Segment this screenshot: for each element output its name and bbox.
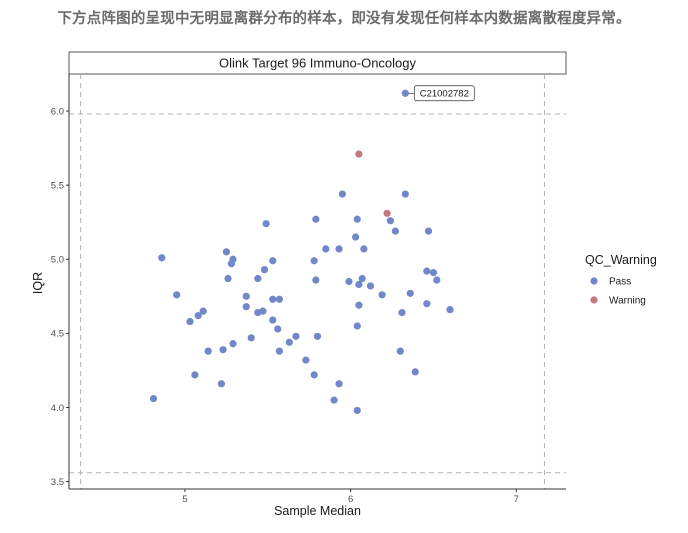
y-tick-label: 5.0: [51, 255, 64, 266]
sample-annotation: C21002782: [408, 85, 475, 102]
data-point-pass: [355, 280, 363, 289]
data-point-pass: [401, 190, 409, 198]
data-point-pass: [423, 267, 431, 275]
data-point-pass: [275, 295, 283, 303]
data-point-pass: [229, 340, 237, 348]
data-point-pass: [302, 356, 310, 364]
y-tick-label: 6.0: [51, 106, 64, 117]
data-point-pass: [173, 291, 181, 299]
data-point-pass: [355, 301, 363, 309]
data-point-pass: [352, 233, 360, 241]
data-point-pass: [262, 220, 270, 228]
data-point-pass: [219, 346, 227, 354]
data-point-pass: [446, 306, 454, 314]
data-point-pass: [269, 257, 277, 265]
data-point-pass: [222, 248, 230, 256]
y-tick-label: 3.5: [51, 477, 64, 488]
data-point-pass: [396, 347, 404, 355]
legend-label-warning: Warning: [609, 296, 646, 307]
y-tick-label: 4.5: [51, 329, 64, 340]
x-axis-title: Sample Median: [274, 504, 361, 518]
legend-title: QC_Warning: [585, 253, 657, 267]
data-point-pass: [224, 274, 232, 283]
legend-key-pass: [590, 277, 598, 285]
data-point-pass: [401, 89, 409, 97]
data-point-pass: [312, 276, 320, 284]
data-point-pass: [378, 291, 386, 299]
data-point-warning: [383, 209, 391, 217]
data-point-pass: [429, 269, 438, 277]
data-point-pass: [391, 227, 399, 235]
data-point-pass: [353, 215, 361, 223]
data-point-pass: [358, 274, 366, 283]
data-point-pass: [398, 309, 406, 317]
data-point-pass: [406, 289, 414, 297]
data-point-pass: [259, 307, 267, 315]
data-point-pass: [353, 322, 361, 330]
data-point-pass: [353, 406, 361, 415]
data-point-pass: [424, 227, 433, 235]
annotation-box: [413, 85, 475, 102]
data-point-pass: [274, 325, 282, 333]
data-point-pass: [335, 380, 343, 388]
data-point-pass: [191, 371, 199, 379]
data-point-pass: [411, 368, 419, 376]
data-point-pass: [292, 332, 300, 340]
data-point-pass: [269, 316, 277, 324]
data-point-pass: [158, 254, 166, 262]
data-point-pass: [338, 190, 346, 198]
data-point-pass: [242, 303, 250, 311]
axes: 5 6 7 3.5 4.0 4.5 5.0 5.5 6.0: [51, 74, 566, 505]
legend-key-warning: [590, 296, 598, 304]
data-point-pass: [194, 311, 202, 320]
data-point-pass: [322, 245, 330, 253]
data-points: [149, 89, 454, 415]
data-point-pass: [423, 300, 431, 308]
data-point-pass: [312, 215, 320, 223]
data-point-pass: [186, 317, 194, 326]
data-point-pass: [285, 338, 293, 346]
data-point-pass: [269, 295, 277, 303]
data-point-pass: [260, 266, 269, 274]
legend-label-pass: Pass: [609, 277, 631, 288]
y-tick-label: 4.0: [51, 403, 64, 414]
threshold-lines: [69, 74, 566, 489]
data-point-pass: [310, 371, 318, 379]
data-point-pass: [217, 380, 226, 388]
data-point-warning: [355, 150, 363, 158]
data-point-pass: [330, 396, 338, 404]
x-tick-label: 6: [348, 494, 353, 505]
data-point-pass: [386, 217, 394, 225]
data-point-pass: [335, 245, 343, 253]
y-axis-title: IQR: [31, 272, 45, 294]
data-point-pass: [310, 257, 318, 265]
x-tick-label: 7: [514, 494, 519, 505]
data-point-pass: [433, 276, 441, 284]
data-point-pass: [345, 277, 353, 286]
data-point-pass: [366, 282, 375, 290]
caption: 下方点阵图的呈现中无明显离群分布的样本，即没有发现任何样本内数据离散程度异常。: [57, 11, 631, 27]
y-tick-label: 5.5: [51, 180, 64, 191]
data-point-pass: [275, 347, 283, 355]
x-tick-label: 5: [182, 494, 187, 505]
data-point-pass: [254, 274, 262, 283]
data-point-pass: [227, 260, 235, 268]
panel-strip: Olink Target 96 Immuno-Oncology: [68, 51, 567, 75]
data-point-pass: [360, 245, 368, 253]
annotation-label: C21002782: [420, 89, 469, 100]
panel-title: Olink Target 96 Immuno-Oncology: [219, 56, 417, 71]
legend: QC_Warning Pass Warning: [585, 253, 657, 307]
data-point-pass: [313, 332, 322, 340]
data-point-pass: [149, 394, 158, 403]
data-point-pass: [204, 347, 212, 355]
data-point-pass: [247, 334, 255, 342]
data-point-pass: [242, 292, 250, 300]
data-point-pass: [199, 307, 207, 315]
